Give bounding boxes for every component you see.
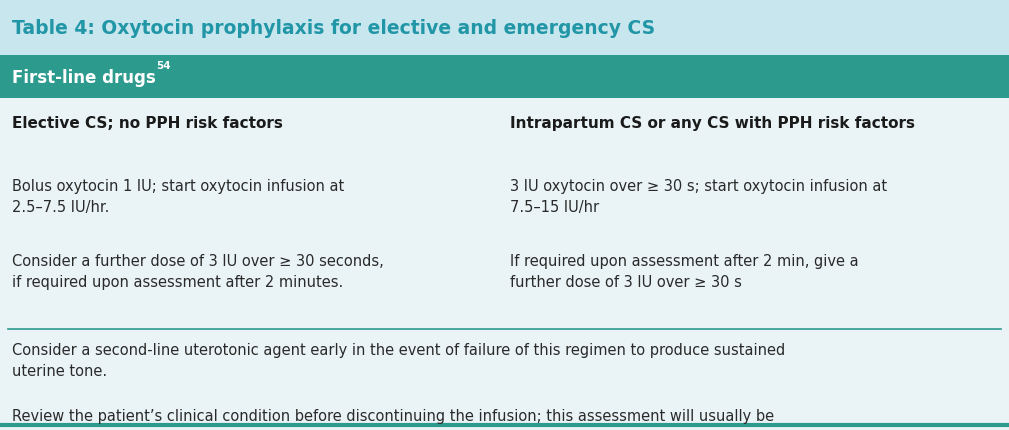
Text: Consider a further dose of 3 IU over ≥ 30 seconds,
if required upon assessment a: Consider a further dose of 3 IU over ≥ 3… [12,254,383,290]
Bar [0,0,1009,56]
Text: First-line drugs: First-line drugs [12,68,155,86]
Text: 3 IU oxytocin over ≥ 30 s; start oxytocin infusion at
7.5–15 IU/hr: 3 IU oxytocin over ≥ 30 s; start oxytoci… [510,178,887,215]
Text: Intrapartum CS or any CS with PPH risk factors: Intrapartum CS or any CS with PPH risk f… [510,116,914,131]
Text: Consider a second-line uterotonic agent early in the event of failure of this re: Consider a second-line uterotonic agent … [12,342,785,378]
Text: Table 4: Oxytocin prophylaxis for elective and emergency CS: Table 4: Oxytocin prophylaxis for electi… [12,18,655,37]
Text: Elective CS; no PPH risk factors: Elective CS; no PPH risk factors [12,116,283,131]
Text: Bolus oxytocin 1 IU; start oxytocin infusion at
2.5–7.5 IU/hr.: Bolus oxytocin 1 IU; start oxytocin infu… [12,178,344,215]
Text: Review the patient’s clinical condition before discontinuing the infusion; this : Review the patient’s clinical condition … [12,408,774,430]
Text: 54: 54 [156,60,171,71]
Text: If required upon assessment after 2 min, give a
further dose of 3 IU over ≥ 30 s: If required upon assessment after 2 min,… [510,254,859,290]
Bar [0,56,1009,99]
